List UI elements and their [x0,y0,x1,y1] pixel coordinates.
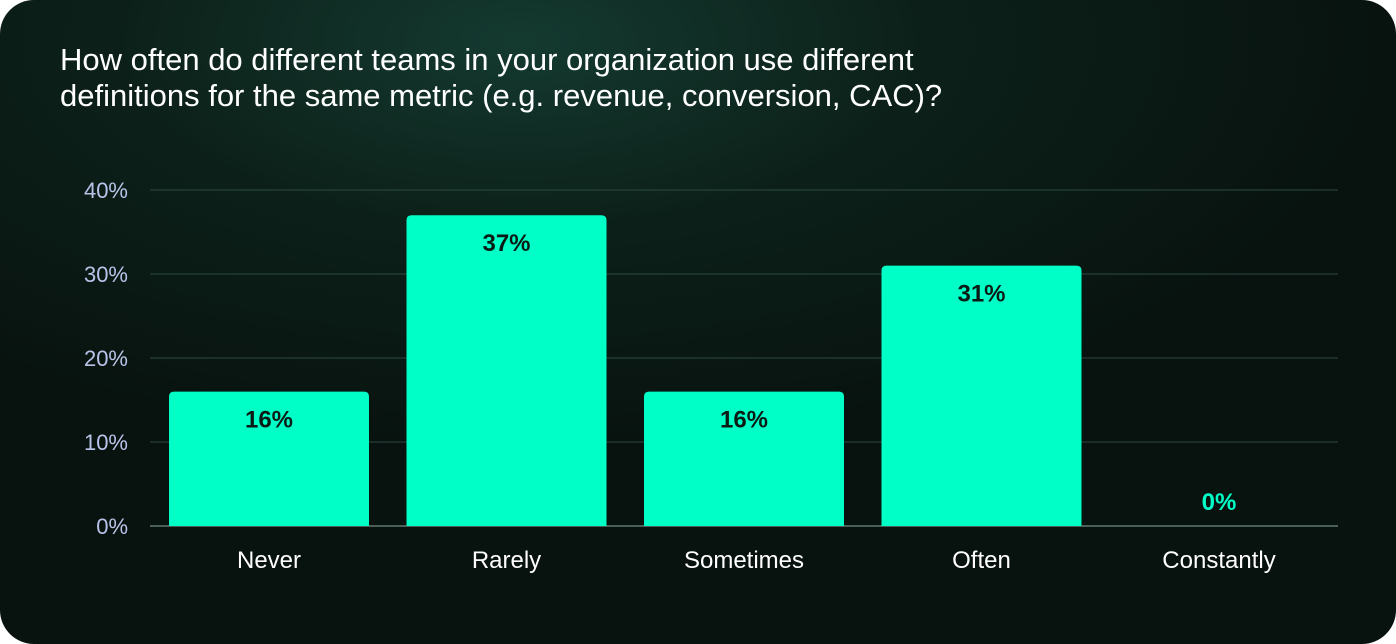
x-tick-label: Never [237,547,301,574]
data-label: 31% [957,281,1005,308]
bar-sometimes [644,391,844,526]
x-axis-ticks: Never Rarely Sometimes Often Constantly [237,547,1276,574]
chart-title: How often do different teams in your org… [60,42,1160,114]
data-label: 0% [1202,489,1237,516]
x-tick-label: Often [952,547,1011,574]
chart-title-line-1: How often do different teams in your org… [60,42,914,77]
bars [169,215,1082,526]
bar-never [169,391,369,526]
y-tick-label: 40% [84,178,128,203]
x-tick-label: Sometimes [684,547,804,574]
data-label: 16% [720,407,768,434]
data-labels: 16% 37% 16% 31% 0% [245,230,1236,516]
x-tick-label: Rarely [472,547,541,574]
bar-often [881,265,1082,526]
y-axis-ticks: 0% 10% 20% 30% 40% [84,178,128,539]
y-tick-label: 20% [84,346,128,371]
data-label: 37% [482,230,530,257]
data-label: 16% [245,407,293,434]
y-tick-label: 10% [84,430,128,455]
y-tick-label: 0% [96,514,128,539]
y-tick-label: 30% [84,262,128,287]
chart-title-line-2: definitions for the same metric (e.g. re… [60,78,943,113]
x-tick-label: Constantly [1162,547,1275,574]
bar-rarely [406,215,607,526]
